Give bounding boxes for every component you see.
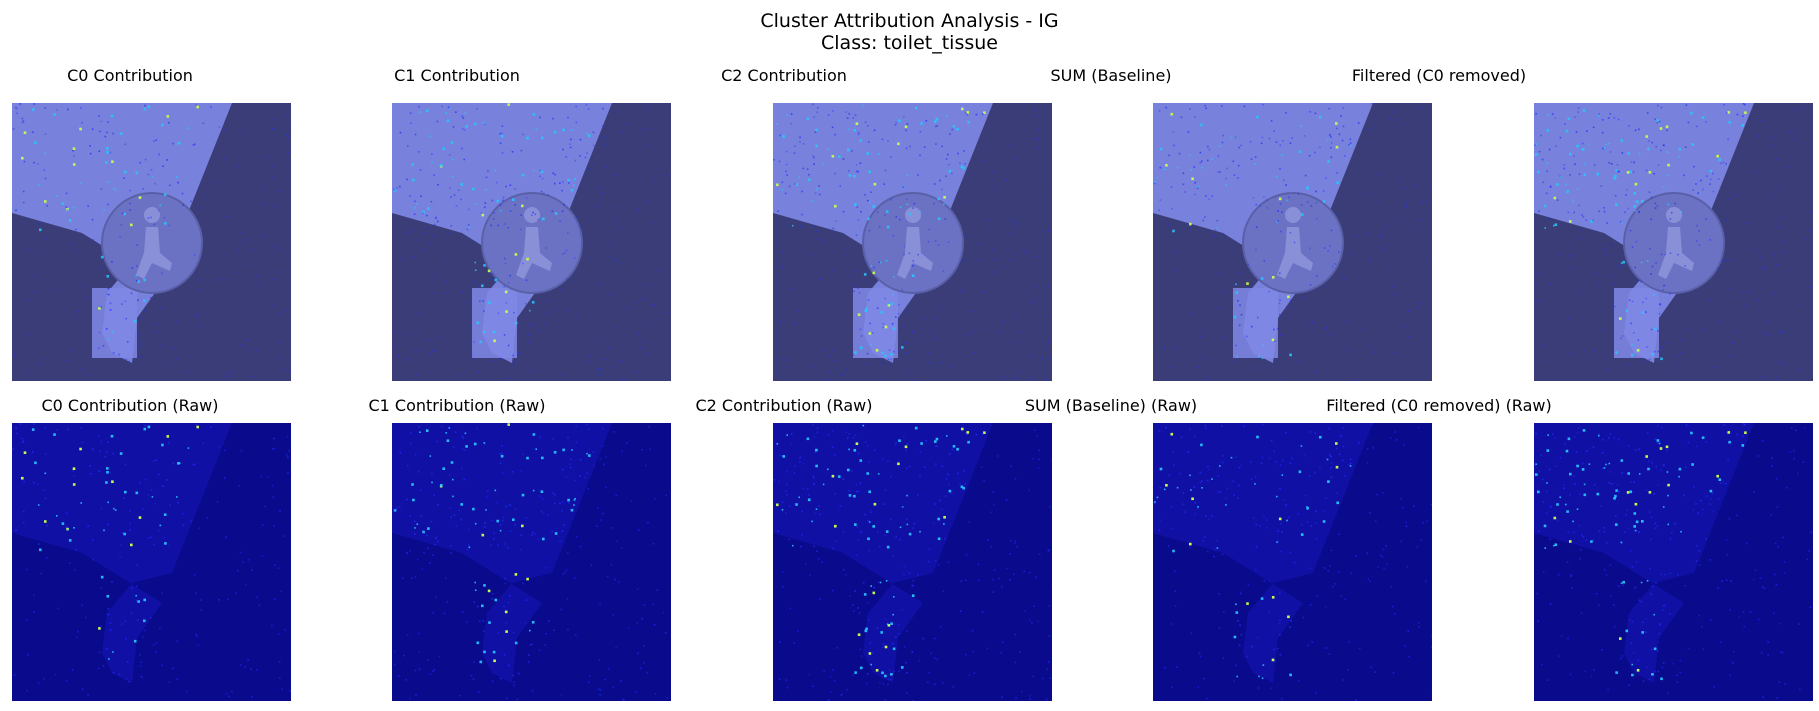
raw-heatmap-c1	[392, 423, 671, 701]
panel-title-c2-raw: C2 Contribution (Raw)	[695, 396, 873, 415]
panel-title-sum: SUM (Baseline)	[1050, 66, 1172, 85]
overlay-image-filtered	[1534, 103, 1813, 381]
raw-heatmap-c2	[773, 423, 1052, 701]
overlay-image-c2	[773, 103, 1052, 381]
overlay-image-c0	[12, 103, 291, 381]
overlay-image-c1	[392, 103, 671, 381]
panel-title-c2: C2 Contribution	[721, 66, 847, 85]
panel-title-c0-raw: C0 Contribution (Raw)	[41, 396, 219, 415]
panel-title-sum-raw: SUM (Baseline) (Raw)	[1024, 396, 1198, 415]
panel-title-c1: C1 Contribution	[394, 66, 520, 85]
raw-heatmap-sum	[1153, 423, 1432, 701]
panel-title-c0: C0 Contribution	[67, 66, 193, 85]
panel-title-filtered-raw: Filtered (C0 removed) (Raw)	[1326, 396, 1552, 415]
raw-heatmap-filtered	[1534, 423, 1813, 701]
panel-title-filtered: Filtered (C0 removed)	[1351, 66, 1527, 85]
overlay-image-sum	[1153, 103, 1432, 381]
figure-title: Cluster Attribution Analysis - IG Class:…	[0, 10, 1819, 54]
figure-title-line2: Class: toilet_tissue	[821, 32, 998, 54]
panel-title-c1-raw: C1 Contribution (Raw)	[368, 396, 546, 415]
raw-heatmap-c0	[12, 423, 291, 701]
figure-title-line1: Cluster Attribution Analysis - IG	[760, 10, 1059, 32]
